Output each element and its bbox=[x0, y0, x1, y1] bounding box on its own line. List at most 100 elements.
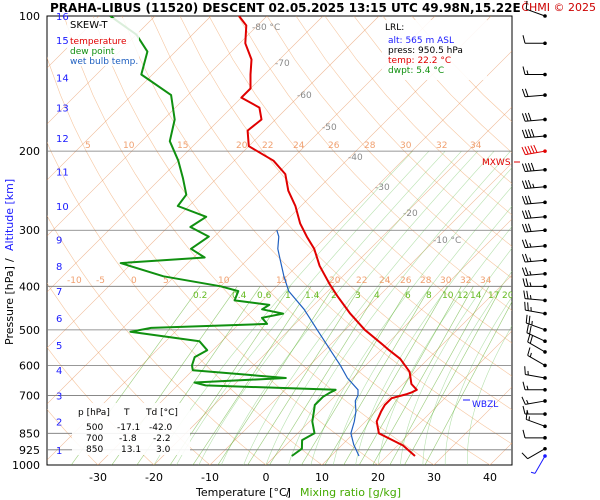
table-header-p: p [hPa] bbox=[78, 408, 110, 418]
mixing-ratio-line bbox=[404, 286, 503, 465]
y-axis-label: Pressure [hPa] bbox=[3, 266, 16, 345]
temperature-tick-label: -10 bbox=[201, 471, 219, 484]
isotherm-line bbox=[546, 16, 600, 465]
wbzl-marker: WBZL bbox=[472, 400, 498, 410]
mixing-ratio-line bbox=[389, 286, 490, 465]
lrl-box: LRL: alt: 565 m ASL press: 950.5 hPa tem… bbox=[382, 20, 487, 80]
lrl-dewpoint: dwpt: 5.4 °C bbox=[388, 66, 444, 76]
lrl-heading: LRL: bbox=[385, 23, 404, 33]
altitude-tick-label: 3 bbox=[56, 391, 62, 402]
series-temperature bbox=[238, 16, 418, 457]
x-axis-label-separator: / bbox=[286, 486, 290, 499]
copyright-text: ČHMI © 2025 bbox=[521, 1, 596, 14]
altitude-tick-label: 8 bbox=[56, 262, 62, 273]
mixing-ratio-line bbox=[217, 286, 335, 465]
series-wet-bulb-temp- bbox=[276, 230, 360, 457]
isotherm-label: -10 °C bbox=[433, 236, 461, 246]
mixing-ratio-line bbox=[372, 286, 474, 465]
adiabat-label: 34 bbox=[470, 141, 482, 151]
lrl-pressure: press: 950.5 hPa bbox=[388, 46, 463, 56]
mixing-ratio-label: 0.6 bbox=[257, 291, 272, 301]
wind-barb bbox=[524, 301, 547, 316]
mixing-ratio-line bbox=[301, 286, 410, 465]
adiabat-label: 5 bbox=[163, 276, 169, 286]
adiabat-label: 22 bbox=[262, 141, 273, 151]
adiabat-label: 26 bbox=[400, 276, 412, 286]
wind-barb bbox=[525, 411, 547, 429]
isotherm-line bbox=[153, 106, 512, 465]
pressure-tick-label: 300 bbox=[19, 224, 40, 237]
adiabat-label: -5 bbox=[96, 276, 105, 286]
altitude-tick-label: 4 bbox=[56, 366, 62, 377]
wind-barb bbox=[527, 333, 547, 354]
altitude-ticks: 16 15 14 13 12 11 10 9 8 7 6 5 4 3 2 1 bbox=[56, 12, 69, 457]
adiabat-label: 30 bbox=[400, 141, 412, 151]
mixing-ratio-label: 1 bbox=[285, 291, 291, 301]
mixing-ratio-line bbox=[424, 301, 512, 465]
adiabat-label: 20 bbox=[329, 276, 341, 286]
adiabat-label: 32 bbox=[460, 276, 471, 286]
table-cell-t: -1.8 bbox=[119, 434, 137, 444]
isotherm-line bbox=[97, 50, 512, 465]
wind-barb bbox=[521, 253, 547, 263]
mixing-ratio-label: 4 bbox=[374, 291, 380, 301]
altitude-tick-label: 5 bbox=[56, 341, 62, 352]
isotherm-line bbox=[321, 274, 512, 465]
wind-barb bbox=[521, 162, 547, 172]
wind-barb bbox=[521, 128, 547, 139]
altitude-tick-label: 13 bbox=[56, 104, 69, 115]
adiabat-label: 20 bbox=[236, 141, 248, 151]
legend-item-dew-point: dew point bbox=[70, 47, 115, 57]
altitude-tick-label: 6 bbox=[56, 314, 62, 325]
isotherm-label: -20 bbox=[403, 209, 418, 219]
mixing-ratio-label: 0.4 bbox=[232, 291, 247, 301]
wind-barb bbox=[522, 381, 547, 392]
mixing-ratio-label: 0.2 bbox=[193, 291, 207, 301]
dry-adiabat-line bbox=[208, 16, 512, 344]
isotherm-line bbox=[209, 162, 512, 465]
adiabat-label: 22 bbox=[356, 276, 367, 286]
isotherm-line bbox=[377, 330, 512, 465]
isotherm-label: -60 bbox=[297, 91, 312, 101]
pressure-tick-label: 400 bbox=[19, 280, 40, 293]
mixing-ratio-line bbox=[343, 286, 448, 465]
y-axis-label-separator: / bbox=[3, 258, 16, 262]
table-cell-t: 13.1 bbox=[121, 445, 141, 455]
adiabat-label: 15 bbox=[177, 141, 188, 151]
adiabat-label: 24 bbox=[293, 141, 305, 151]
altitude-tick-label: 11 bbox=[56, 168, 69, 179]
table-cell-p: 700 bbox=[86, 434, 103, 444]
altitude-tick-label: 15 bbox=[56, 36, 69, 47]
mixing-ratio-line bbox=[324, 286, 431, 465]
table-header-td: Td [°C] bbox=[145, 408, 178, 418]
wind-barb bbox=[530, 454, 547, 474]
adiabat-label: 0 bbox=[131, 276, 137, 286]
pressure-grid bbox=[47, 150, 512, 451]
wind-barb bbox=[523, 290, 547, 303]
wind-barb bbox=[521, 223, 547, 233]
table-cell-td: 3.0 bbox=[156, 445, 171, 455]
wind-barb bbox=[521, 88, 547, 98]
pressure-tick-label: 850 bbox=[19, 427, 40, 440]
table-cell-td: -2.2 bbox=[153, 434, 171, 444]
lrl-altitude: alt: 565 m ASL bbox=[388, 36, 454, 46]
mxws-marker: MXWS bbox=[482, 158, 511, 168]
altitude-tick-label: 10 bbox=[56, 202, 69, 213]
legend: SKEW-T temperature dew point wet bulb te… bbox=[67, 18, 139, 67]
lrl-temperature: temp: 22.2 °C bbox=[388, 56, 451, 66]
x-axis-label-mixing: Mixing ratio [g/kg] bbox=[300, 486, 401, 499]
isotherm-line bbox=[47, 16, 268, 237]
wind-barb bbox=[527, 347, 547, 368]
wind-barb bbox=[522, 66, 547, 77]
adiabat-label: 24 bbox=[379, 276, 391, 286]
isotherm-line bbox=[265, 218, 512, 465]
adiabat-label: 10 bbox=[123, 141, 135, 151]
adiabat-label: 10 bbox=[218, 276, 230, 286]
adiabat-label: 34 bbox=[480, 276, 492, 286]
wind-barb bbox=[525, 314, 547, 332]
altitude-tick-label: 7 bbox=[56, 287, 62, 298]
y-axis-label-altitude: Altitude [km] bbox=[3, 179, 16, 251]
table-cell-p: 500 bbox=[86, 423, 103, 433]
temperature-tick-label: -30 bbox=[89, 471, 107, 484]
adiabat-label: -10 bbox=[67, 276, 82, 286]
